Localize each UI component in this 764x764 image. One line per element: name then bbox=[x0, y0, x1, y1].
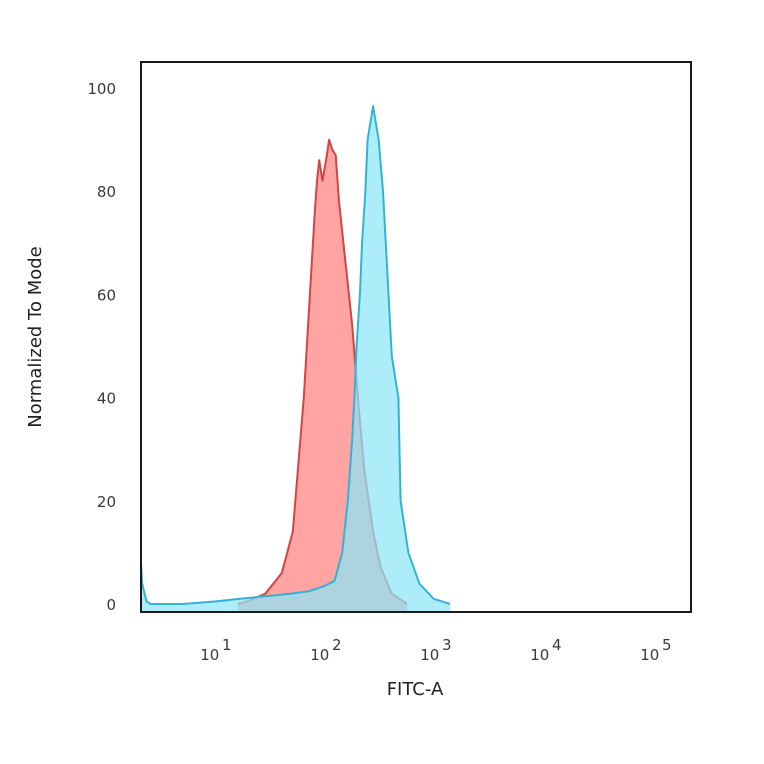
plot-frame bbox=[140, 61, 692, 613]
x-tick-label: 10 bbox=[420, 646, 439, 664]
x-tick-exponent: 3 bbox=[442, 636, 452, 654]
y-tick-label: 60 bbox=[97, 286, 116, 304]
series-fill-FITC-stained bbox=[141, 106, 451, 611]
y-axis-ticks: 0 20 40 60 80 100 bbox=[87, 80, 116, 614]
x-tick-label: 10 bbox=[310, 646, 329, 664]
y-tick-label: 40 bbox=[97, 390, 116, 408]
x-tick-exponent: 5 bbox=[662, 636, 672, 654]
y-tick-label: 100 bbox=[87, 80, 116, 98]
y-axis-label: Normalized To Mode bbox=[25, 246, 46, 428]
y-tick-label: 20 bbox=[97, 493, 116, 511]
x-tick-exponent: 1 bbox=[222, 636, 232, 654]
histogram-series bbox=[140, 105, 451, 611]
x-tick-exponent: 4 bbox=[552, 636, 562, 654]
x-tick-label: 10 bbox=[530, 646, 549, 664]
x-tick-exponent: 2 bbox=[332, 636, 342, 654]
series-line-FITC-stained bbox=[140, 105, 451, 605]
y-tick-label: 0 bbox=[106, 596, 116, 614]
x-tick-label: 10 bbox=[640, 646, 659, 664]
y-tick-label: 80 bbox=[97, 183, 116, 201]
x-tick-label: 10 bbox=[200, 646, 219, 664]
x-axis-label: FITC-A bbox=[387, 679, 444, 700]
